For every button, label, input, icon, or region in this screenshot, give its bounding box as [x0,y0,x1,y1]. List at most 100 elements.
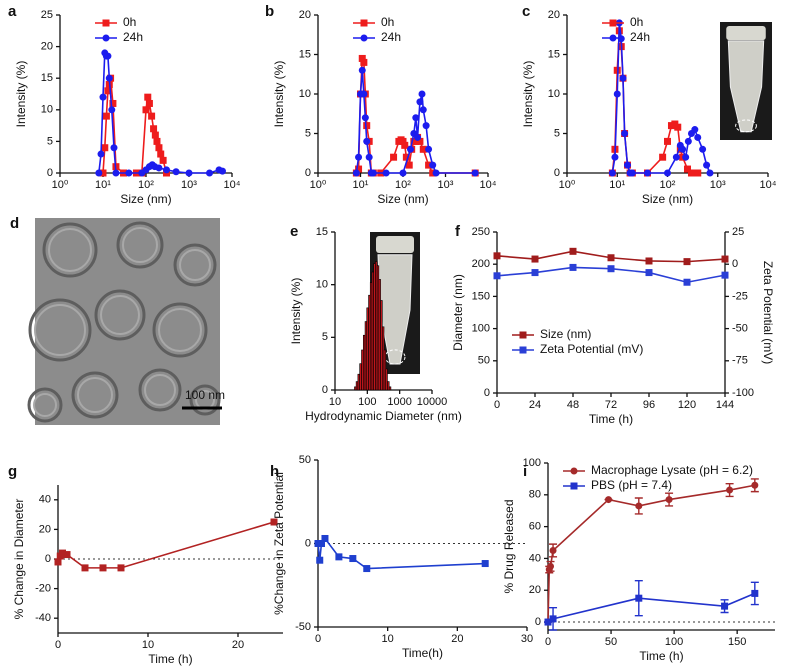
marker [145,99,153,107]
y-tick-label: 0 [47,167,53,179]
marker [99,564,107,572]
marker [418,90,426,98]
x-tick-label: 10² [660,179,676,191]
marker [664,137,671,145]
x-tick-label: 10 [382,633,394,645]
vesicle-inner [144,374,176,406]
marker [155,164,163,172]
x-tick-label: 96 [643,399,655,411]
x-tick-label: 1000 [387,396,411,408]
marker [95,169,103,177]
y-tick-label: 10 [316,279,328,291]
x-tick-label: 10⁰ [310,179,327,191]
x-tick-label: 100 [665,636,683,648]
y-tick-label: 50 [478,355,490,367]
x-tick-label: 10³ [438,179,454,191]
y2-tick-label: 0 [732,258,738,270]
x-tick-label: 10⁰ [52,179,69,191]
x-tick-label: 100 [358,396,376,408]
y-tick-label: 15 [41,72,53,84]
tem-particles [27,221,221,423]
marker [110,144,118,152]
x-axis-label: Hydrodynamic Diameter (nm) [305,409,462,423]
x-tick-label: 10⁴ [760,179,777,191]
x-tick-label: 10² [395,179,411,191]
marker [605,496,613,504]
x-tick-label: 120 [678,399,696,411]
marker [694,133,702,141]
marker [493,272,501,280]
x-tick-label: 0 [315,633,321,645]
vesicle-inner [100,295,140,335]
y-axis-label: % Drug Released [502,499,516,593]
y-tick-label: 5 [47,135,53,147]
marker [481,560,489,568]
x-axis-label: Time (h) [589,412,633,426]
legend-marker [102,19,110,27]
panel-letter: b [265,3,274,20]
marker [358,66,366,74]
y-tick-label: 20 [41,41,53,53]
x-axis-label: Time(h) [402,646,443,660]
marker [549,615,557,623]
legend-marker [102,34,110,42]
marker [105,74,113,82]
marker [412,114,420,122]
y-tick-label: 10 [299,88,311,100]
vesicle [116,221,164,269]
marker [607,265,615,273]
tube-cap [726,26,766,41]
y-tick-label: -50 [295,621,311,633]
x-tick-label: 50 [605,636,617,648]
panel-letter: i [523,463,527,480]
hist-bar [388,386,392,391]
x-tick-label: 10³ [710,179,726,191]
marker [405,161,413,169]
marker [321,534,329,542]
marker [419,106,427,114]
y-tick-label: 5 [554,127,560,139]
marker [706,169,714,177]
x-axis-label: Time (h) [639,649,683,663]
x-tick-label: 10¹ [353,179,369,191]
y-tick-label: 80 [529,489,541,501]
panel-letter: g [8,463,17,480]
marker [399,169,407,177]
marker [155,144,163,152]
marker [401,141,409,149]
marker [751,481,759,489]
marker [349,555,357,563]
marker [611,153,619,161]
marker [682,153,690,161]
y-tick-label: 0 [45,553,51,565]
x-tick-label: 10 [329,396,341,408]
y-axis-label: Intensity (%) [14,61,28,128]
legend-label: 0h [123,15,136,29]
marker [721,255,729,263]
marker [163,166,171,174]
y-axis-label: Intensity (%) [521,61,535,128]
marker [172,168,180,176]
y-tick-label: 5 [322,331,328,343]
x-tick-label: 150 [728,636,746,648]
x-tick-label: 30 [521,633,533,645]
y-tick-label: 0 [305,167,311,179]
y-tick-label: 15 [548,48,560,60]
vesicle [152,302,208,358]
marker [151,131,159,139]
series-line [611,22,711,174]
y-tick-label: 100 [472,323,490,335]
marker [569,247,577,255]
marker [218,167,226,175]
y2-axis-label: Zeta Potential (mV) [761,261,775,364]
marker [645,269,653,277]
panel-letter: d [10,215,19,232]
marker [416,137,424,145]
x-tick-label: 0 [545,636,551,648]
x-tick-label: 48 [567,399,579,411]
marker [569,263,577,271]
y-tick-label: 0 [322,384,328,396]
legend-label: Macrophage Lysate (pH = 6.2) [591,463,753,477]
marker [721,271,729,279]
y-tick-label: 25 [41,9,53,21]
